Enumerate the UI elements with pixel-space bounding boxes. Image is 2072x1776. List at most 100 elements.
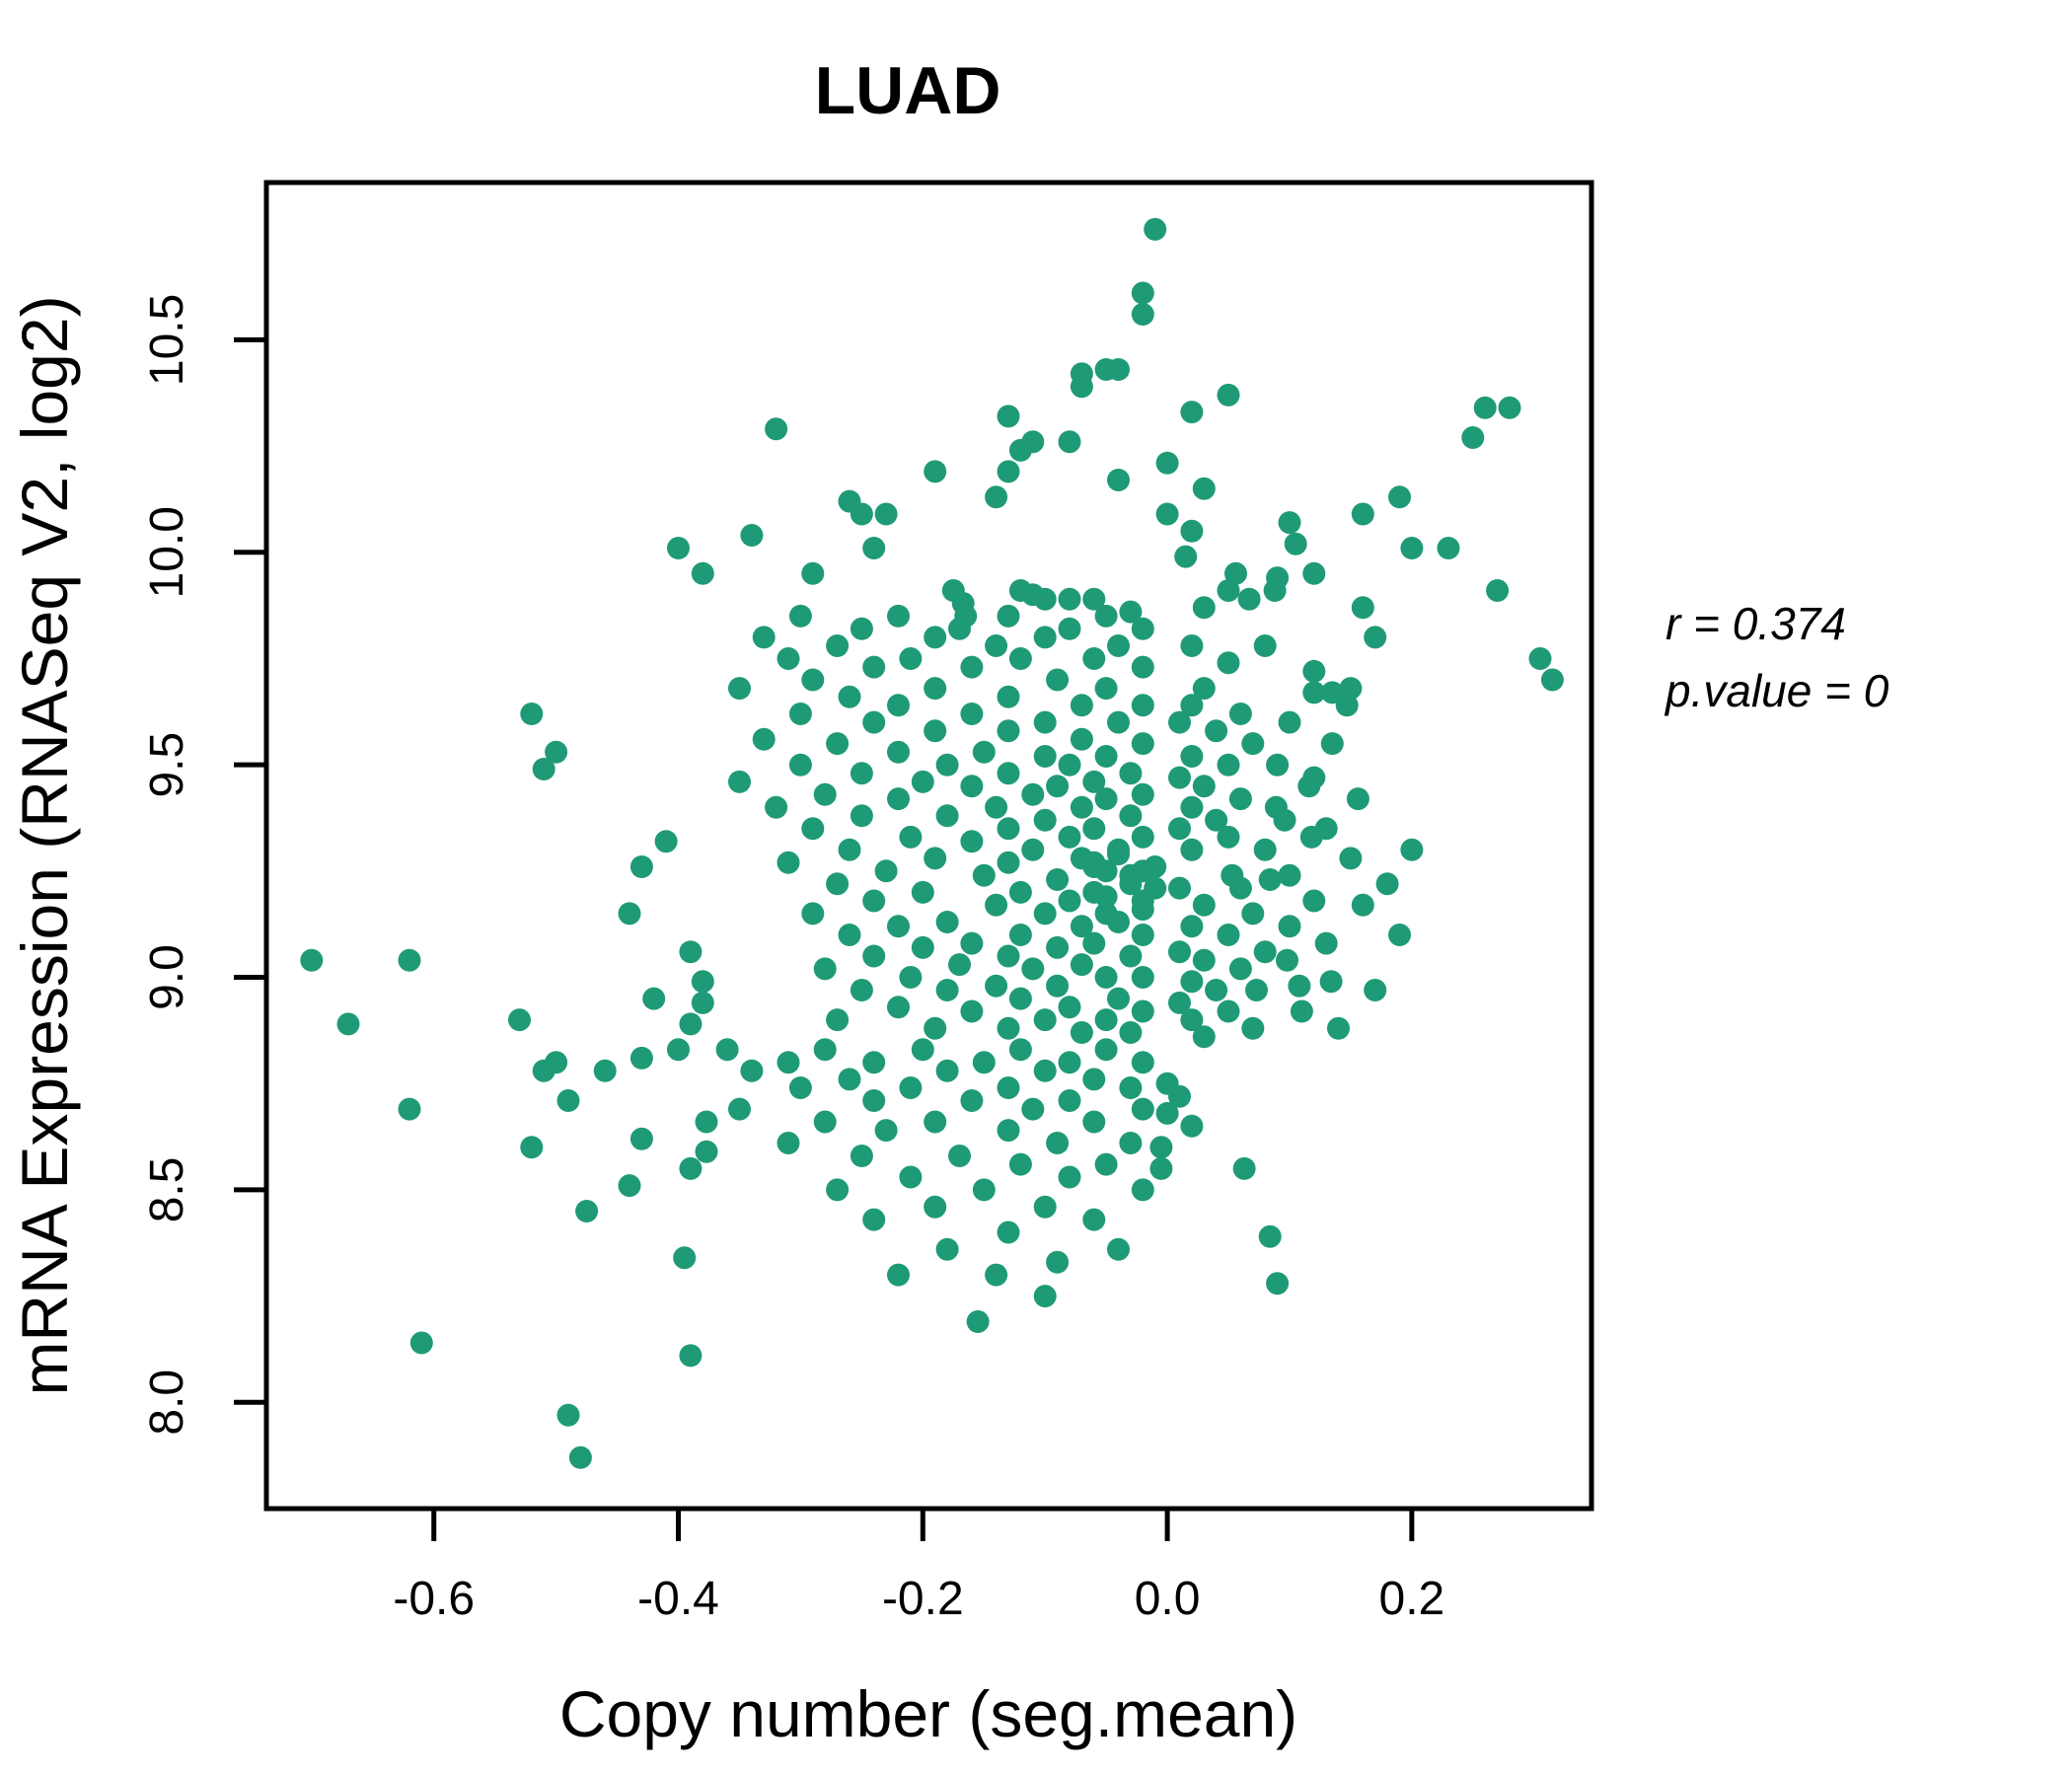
data-point (1461, 426, 1485, 449)
data-point (887, 740, 910, 764)
data-point (1119, 600, 1143, 624)
data-point (1155, 502, 1179, 526)
data-point (1278, 915, 1301, 938)
data-point (1033, 745, 1057, 768)
y-axis-ticks: 8.0 8.5 9.0 9.5 10.0 10.5 (141, 294, 266, 1436)
data-point (1155, 1101, 1179, 1125)
data-point (887, 996, 910, 1019)
data-point (972, 740, 996, 764)
data-point (1299, 825, 1323, 849)
x-tick-label: -0.4 (637, 1573, 719, 1625)
data-point (862, 1051, 886, 1074)
data-point (1205, 979, 1228, 1001)
data-point (1046, 974, 1070, 998)
data-point (960, 655, 984, 679)
y-tick-label: 9.5 (141, 732, 193, 798)
data-point (997, 719, 1020, 743)
data-point (813, 782, 837, 806)
data-point (948, 617, 971, 640)
data-point (765, 417, 788, 441)
data-point (1375, 872, 1399, 896)
data-point (1008, 1038, 1032, 1062)
data-point (1131, 732, 1154, 756)
data-point (679, 940, 703, 964)
data-point (1058, 587, 1081, 611)
data-point (935, 1059, 959, 1082)
data-point (1228, 876, 1252, 900)
data-point (1131, 825, 1154, 849)
data-point (1284, 532, 1307, 555)
data-point (1486, 579, 1510, 602)
data-point (1033, 1008, 1057, 1032)
data-point (911, 880, 934, 904)
data-point (1046, 775, 1070, 798)
data-point (960, 830, 984, 853)
data-point (740, 524, 764, 547)
data-point (935, 804, 959, 828)
data-point (1351, 596, 1374, 620)
data-point (1327, 1016, 1350, 1040)
data-point (1107, 469, 1130, 491)
data-point (1168, 876, 1191, 900)
data-point (1070, 953, 1093, 977)
data-point (1082, 931, 1106, 955)
data-point (777, 851, 800, 874)
data-point (1033, 1285, 1057, 1308)
data-point (1192, 1025, 1216, 1049)
data-point (1168, 710, 1191, 734)
data-point (520, 703, 544, 725)
data-point (874, 502, 898, 526)
data-point (1107, 911, 1130, 933)
data-point (911, 1038, 934, 1062)
data-point (1131, 999, 1154, 1023)
data-point (850, 1145, 873, 1167)
data-point (1528, 647, 1552, 670)
data-point (1119, 804, 1143, 828)
data-point (960, 775, 984, 798)
data-point (1217, 579, 1240, 602)
data-point (838, 924, 861, 946)
data-point (1094, 1038, 1118, 1062)
data-point (972, 1178, 996, 1202)
data-point (1263, 579, 1287, 602)
data-point (935, 979, 959, 1001)
data-point (1400, 537, 1424, 559)
data-point (1168, 940, 1191, 964)
data-point (960, 931, 984, 955)
data-point (695, 1110, 718, 1134)
data-point (1217, 753, 1240, 777)
data-point (679, 1156, 703, 1180)
data-point (948, 1145, 971, 1167)
data-point (1180, 745, 1204, 768)
data-point (1276, 948, 1298, 972)
data-point (679, 1012, 703, 1036)
data-point (1302, 561, 1326, 585)
data-point (1107, 843, 1130, 866)
data-point (1180, 634, 1204, 657)
data-point (1058, 617, 1081, 640)
data-point (850, 762, 873, 785)
data-point (997, 1119, 1020, 1143)
data-point (1192, 477, 1216, 500)
data-point (788, 1076, 812, 1099)
data-point (673, 1246, 697, 1270)
data-point (1131, 303, 1154, 326)
data-point (1364, 626, 1387, 649)
data-point (1033, 1059, 1057, 1082)
data-point (1253, 940, 1277, 964)
data-point (1046, 1132, 1070, 1154)
data-point (1302, 659, 1326, 683)
data-point (997, 762, 1020, 785)
y-tick-label: 8.5 (141, 1157, 193, 1223)
data-point (1339, 677, 1363, 701)
data-point (1094, 966, 1118, 989)
data-point (1119, 1076, 1143, 1099)
data-point (1351, 502, 1374, 526)
data-point (1241, 902, 1265, 925)
data-point (667, 537, 690, 559)
data-point (899, 647, 923, 670)
data-point (1033, 902, 1057, 925)
data-point (1070, 694, 1093, 717)
data-point (1180, 1008, 1204, 1032)
data-point (1245, 979, 1268, 1001)
